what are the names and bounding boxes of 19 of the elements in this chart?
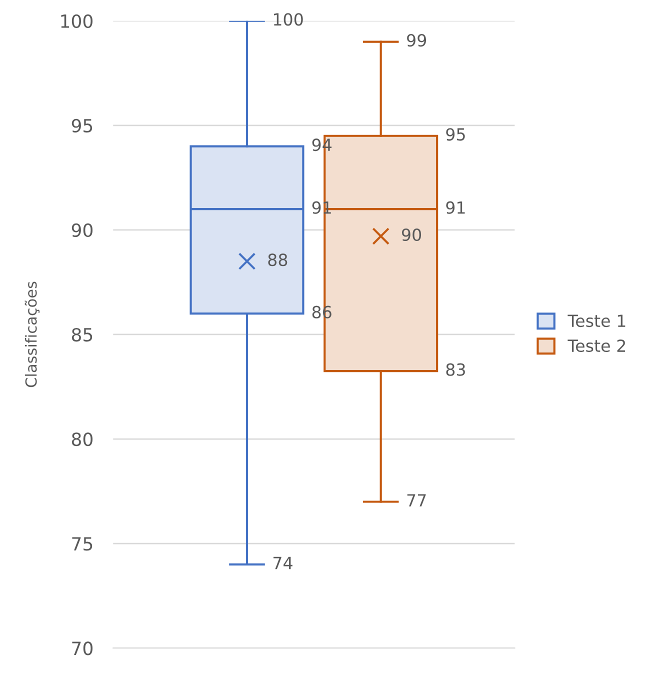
annotation: 90 — [402, 228, 422, 242]
legend-label: Teste 2 — [568, 339, 626, 352]
y-tick-label: 100 — [61, 14, 92, 28]
annotation: 83 — [446, 363, 465, 376]
y-tick-label: 90 — [72, 223, 92, 238]
y-tick-label: 70 — [72, 642, 92, 656]
y-tick-label: 80 — [72, 432, 92, 446]
annotation: 95 — [446, 128, 465, 141]
y-tick-label: 95 — [72, 118, 92, 133]
y-tick-label: 75 — [72, 537, 92, 551]
annotation: 99 — [407, 34, 426, 47]
annotation: 88 — [268, 254, 288, 266]
annotation: 91 — [446, 201, 465, 214]
annotation: 100 — [274, 13, 303, 26]
annotation: 77 — [407, 494, 426, 506]
legend-label: Teste 1 — [568, 314, 626, 328]
y-axis-title: Classificações — [24, 282, 40, 388]
annotation: 74 — [274, 556, 292, 570]
y-tick-label: 85 — [72, 328, 92, 342]
